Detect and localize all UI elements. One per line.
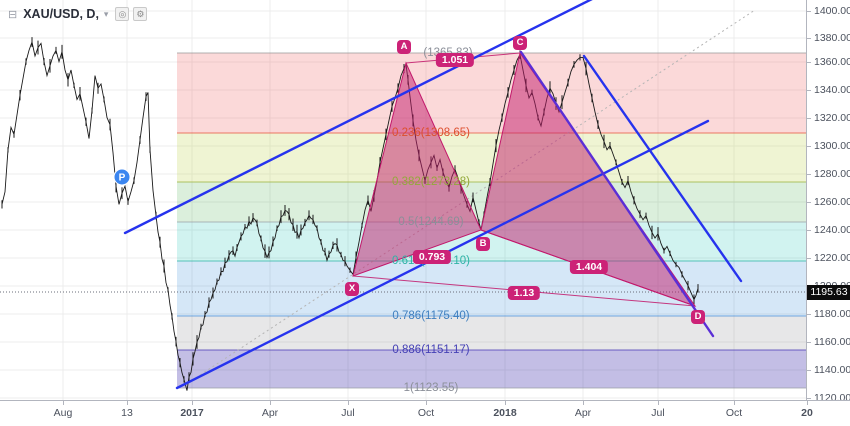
price-axis-label: 1160.00 — [814, 336, 850, 348]
price-axis-label: 1240.00 — [814, 224, 850, 236]
time-axis-label[interactable]: Aug — [53, 407, 73, 419]
time-tick — [192, 401, 193, 405]
price-tick — [807, 62, 811, 63]
price-tick — [807, 38, 811, 39]
price-tick — [807, 202, 811, 203]
price-axis-label: 1300.00 — [814, 140, 850, 152]
time-axis[interactable]: Aug 13 2017 Apr Jul Oct 2018 Apr Jul Oct 20 — [0, 400, 850, 426]
price-axis-label: 1140.00 — [814, 364, 850, 376]
pattern-ratio-badge[interactable]: 0.793 — [412, 250, 452, 264]
chart-plot-area[interactable]: ⊟ XAU/USD, D, ▾ ◎ ⚙ (1365.83)0.236(1308.… — [0, 0, 806, 400]
pattern-ratio-badge[interactable]: 1.13 — [507, 286, 541, 300]
price-tick — [807, 90, 811, 91]
time-axis-label[interactable]: Oct — [417, 407, 435, 419]
price-tick — [807, 146, 811, 147]
descending-resistance[interactable] — [582, 54, 743, 283]
time-axis-label[interactable]: Jul — [651, 407, 665, 419]
price-axis-label: 1220.00 — [814, 252, 850, 264]
time-axis-label[interactable]: Oct — [725, 407, 743, 419]
time-tick — [63, 401, 64, 405]
fib-band — [177, 350, 806, 388]
price-axis-label: 1400.00 — [814, 5, 850, 17]
price-axis-label: 1260.00 — [814, 196, 850, 208]
time-axis-label[interactable]: 2017 — [180, 407, 204, 419]
pattern-point-label-c[interactable]: C — [513, 36, 527, 50]
price-tick — [807, 174, 811, 175]
time-axis-label[interactable]: 13 — [121, 407, 133, 419]
symbol-title[interactable]: XAU/USD, D, — [23, 7, 99, 21]
gear-icon[interactable]: ⚙ — [133, 7, 148, 21]
fib-level-label: 0.5(1244.69) — [398, 216, 464, 228]
price-axis-label: 1340.00 — [814, 84, 850, 96]
price-axis-label: 1280.00 — [814, 168, 850, 180]
candlestick-series — [1, 40, 699, 391]
time-tick — [583, 401, 584, 405]
time-tick — [348, 401, 349, 405]
price-tick — [807, 118, 811, 119]
point-marker-p[interactable]: P — [113, 168, 131, 186]
fib-level-label: 1(1123.55) — [403, 382, 459, 394]
fib-band — [177, 53, 806, 133]
price-tick — [807, 342, 811, 343]
time-tick — [270, 401, 271, 405]
time-tick — [734, 401, 735, 405]
pattern-ratio-badge[interactable]: 1.051 — [435, 53, 475, 67]
time-tick — [127, 401, 128, 405]
price-tick — [807, 258, 811, 259]
price-tick — [807, 11, 811, 12]
price-axis-label: 1360.00 — [814, 56, 850, 68]
fib-level-label: 0.786(1175.40) — [392, 310, 470, 322]
time-axis-label[interactable]: Jul — [341, 407, 355, 419]
price-axis-label: 1380.00 — [814, 32, 850, 44]
pattern-point-label-x[interactable]: X — [345, 282, 359, 296]
collapse-icon[interactable]: ⊟ — [8, 8, 18, 21]
price-axis-label: 1320.00 — [814, 112, 850, 124]
chevron-down-icon[interactable]: ▾ — [103, 8, 109, 19]
current-price-tag: 1195.63 — [807, 284, 850, 300]
fib-level-label: 0.886(1151.17) — [392, 344, 470, 356]
price-tick — [807, 398, 811, 399]
time-tick — [658, 401, 659, 405]
time-tick — [505, 401, 506, 405]
time-axis-label[interactable]: 20 — [801, 407, 813, 419]
price-tick — [807, 230, 811, 231]
chart-canvas[interactable] — [0, 0, 806, 400]
descending-cd-line[interactable] — [519, 50, 715, 338]
time-axis-label[interactable]: 2018 — [493, 407, 517, 419]
time-axis-label[interactable]: Apr — [574, 407, 592, 419]
price-axis[interactable]: 1400.00 1380.00 1360.00 1340.00 1320.00 1300.… — [806, 0, 850, 404]
pattern-point-label-b[interactable]: B — [476, 237, 490, 251]
pattern-point-label-a[interactable]: A — [397, 40, 411, 54]
time-axis-label[interactable]: Apr — [261, 407, 279, 419]
price-tick — [807, 370, 811, 371]
price-tick — [807, 314, 811, 315]
pattern-ratio-badge[interactable]: 1.404 — [569, 260, 609, 274]
pattern-point-label-d[interactable]: D — [691, 310, 705, 324]
price-axis-label: 1180.00 — [814, 308, 850, 320]
eye-icon[interactable]: ◎ — [115, 7, 130, 21]
dotted-trend-line[interactable] — [199, 9, 756, 376]
time-tick — [807, 401, 808, 405]
symbol-legend[interactable]: ⊟ XAU/USD, D, ▾ ◎ ⚙ — [8, 7, 148, 21]
time-tick — [426, 401, 427, 405]
fib-level-label: 0.236(1308.65) — [391, 127, 471, 139]
fib-level-label: 0.382(1273.28) — [391, 176, 471, 188]
